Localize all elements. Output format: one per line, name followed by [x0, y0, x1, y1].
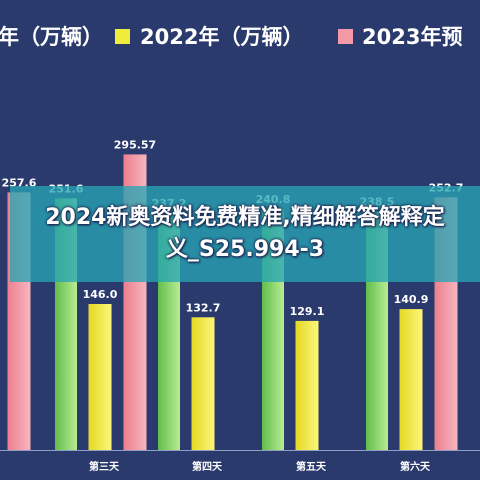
bar-2022 [88, 304, 112, 450]
data-label: 140.9 [394, 293, 429, 306]
data-label: 132.7 [186, 301, 221, 314]
data-label: 129.1 [290, 305, 325, 318]
legend-swatch [115, 29, 130, 44]
x-tick-label: 第四天 [192, 460, 223, 473]
banner-title: 2024新奥资料免费精准,精细解答解释定义_S25.994-3 [45, 205, 445, 262]
data-label: 295.57 [114, 138, 156, 151]
legend-label: 2023年预 [362, 25, 462, 49]
legend-label: 年（万辆） [0, 25, 103, 49]
legend-swatch [338, 29, 353, 44]
title-banner: 2024新奥资料免费精准,精细解答解释定义_S25.994-3 [10, 186, 480, 282]
data-label: 146.0 [83, 288, 118, 301]
x-tick-label: 第五天 [296, 460, 327, 473]
legend-label: 2022年（万辆） [140, 25, 303, 49]
bar-2022 [191, 317, 215, 450]
x-tick-label: 第三天 [89, 460, 120, 473]
x-tick-label: 第六天 [400, 460, 431, 473]
bar-2022 [399, 309, 423, 450]
bar-2022 [295, 320, 319, 450]
